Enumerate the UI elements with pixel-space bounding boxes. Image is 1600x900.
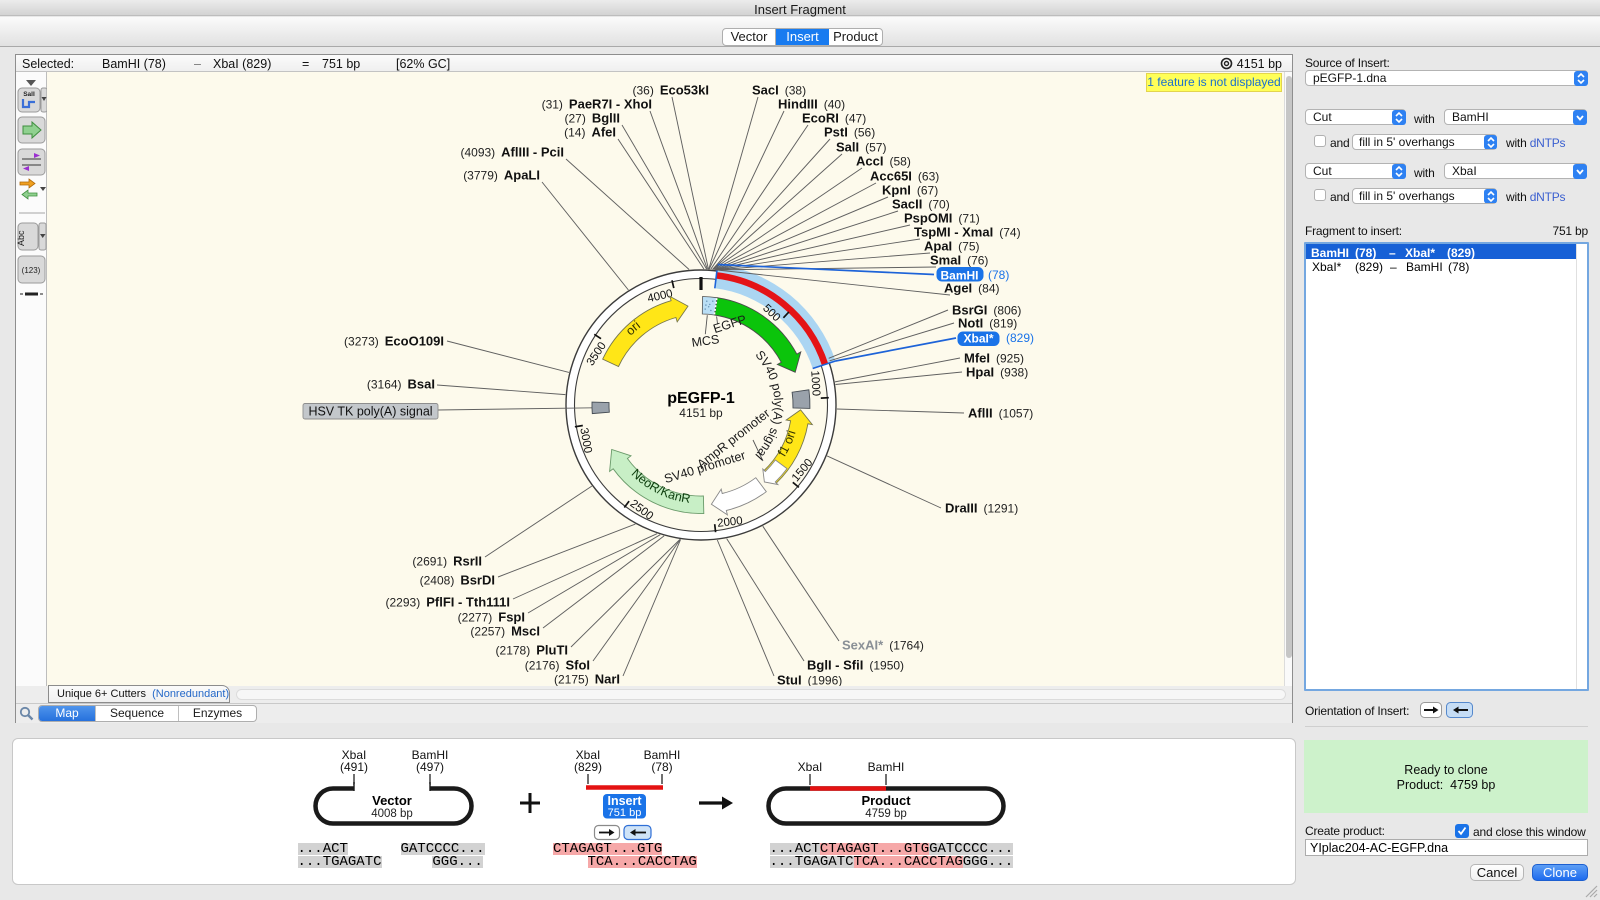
svg-text:SalI: SalI <box>23 91 35 98</box>
svg-text:AgeI(84): AgeI (84) <box>944 281 1000 296</box>
svg-text:Vector: Vector <box>372 793 412 808</box>
svg-text:BamHI: BamHI <box>868 760 905 774</box>
svg-text:BamHI: BamHI <box>940 269 978 283</box>
svg-text:3000: 3000 <box>577 427 593 454</box>
svg-text:MCS: MCS <box>691 332 720 350</box>
svg-text:(2175)NarI: (2175) NarI <box>554 672 620 687</box>
svg-text:(123): (123) <box>22 266 41 275</box>
svg-text:PstI(56): PstI (56) <box>824 125 875 140</box>
svg-text:(3164)BsaI: (3164) BsaI <box>367 377 435 392</box>
svg-text:BsrGI(806): BsrGI (806) <box>952 303 1021 318</box>
svg-text:4759 bp: 4759 bp <box>865 808 907 820</box>
svg-text:SexAI*(1764): SexAI* (1764) <box>842 638 924 653</box>
svg-text:(2277)FspI: (2277) FspI <box>458 610 525 625</box>
svg-text:(2178)PluTI: (2178) PluTI <box>496 643 568 658</box>
svg-text:(36)Eco53kI: (36) Eco53kI <box>633 83 710 98</box>
svg-text:PspOMI(71): PspOMI (71) <box>904 211 980 226</box>
svg-text:AccI(58): AccI (58) <box>856 154 911 169</box>
svg-text:(2257)MscI: (2257) MscI <box>470 624 540 639</box>
svg-text:HpaI(938): HpaI (938) <box>966 365 1028 380</box>
svg-text:XbaI: XbaI <box>342 748 367 762</box>
svg-text:Product: Product <box>861 793 911 808</box>
svg-text:(3273)EcoO109I: (3273) EcoO109I <box>344 334 444 349</box>
svg-text:(497): (497) <box>416 760 444 774</box>
svg-text:(829): (829) <box>1006 331 1034 345</box>
svg-text:(27)BglII: (27) BglII <box>564 111 620 126</box>
svg-text:(2176)SfoI: (2176) SfoI <box>525 658 590 673</box>
svg-text:XbaI: XbaI <box>576 748 601 762</box>
svg-text:EcoRI(47): EcoRI (47) <box>802 111 866 126</box>
svg-text:4000: 4000 <box>646 288 674 305</box>
svg-text:(2293)PflFI - Tth111I: (2293) PflFI - Tth111I <box>386 595 510 610</box>
svg-text:(2408)BsrDI: (2408) BsrDI <box>420 573 495 588</box>
svg-text:(14)AfeI: (14) AfeI <box>564 125 616 140</box>
svg-text:(4093)AflIII - PciI: (4093) AflIII - PciI <box>460 145 564 160</box>
svg-text:(829): (829) <box>574 760 602 774</box>
svg-text:4008 bp: 4008 bp <box>371 808 413 820</box>
svg-text:pEGFP-1: pEGFP-1 <box>667 390 735 407</box>
svg-text:(2691)RsrII: (2691) RsrII <box>412 554 482 569</box>
svg-text:(31)PaeR7I - XhoI: (31) PaeR7I - XhoI <box>542 97 652 112</box>
svg-text:DraIII(1291): DraIII (1291) <box>945 501 1018 516</box>
svg-text:(491): (491) <box>340 760 368 774</box>
svg-text:KpnI(67): KpnI (67) <box>882 183 938 198</box>
svg-text:BamHI: BamHI <box>412 748 449 762</box>
svg-text:Abc: Abc <box>16 230 26 246</box>
svg-text:NotI(819): NotI (819) <box>958 316 1017 331</box>
svg-text:BglI - SfiI(1950): BglI - SfiI (1950) <box>807 658 904 673</box>
svg-text:Insert: Insert <box>607 794 642 808</box>
svg-text:BamHI: BamHI <box>644 748 681 762</box>
svg-text:SacII(70): SacII (70) <box>892 197 950 212</box>
svg-text:HindIII(40): HindIII (40) <box>778 97 845 112</box>
svg-text:SmaI(76): SmaI (76) <box>930 253 988 268</box>
svg-text:MfeI(925): MfeI (925) <box>964 351 1024 366</box>
svg-text:1000: 1000 <box>808 370 821 396</box>
svg-text:SalI(57): SalI (57) <box>836 140 886 155</box>
svg-text:AflII(1057): AflII (1057) <box>968 406 1033 421</box>
svg-text:(78): (78) <box>651 760 672 774</box>
svg-text:2000: 2000 <box>717 515 744 530</box>
svg-text:XbaI*: XbaI* <box>963 332 993 346</box>
svg-text:HSV TK poly(A) signal: HSV TK poly(A) signal <box>308 405 432 419</box>
svg-text:(78): (78) <box>988 268 1009 282</box>
svg-text:751 bp: 751 bp <box>608 807 642 819</box>
svg-text:TspMI - XmaI(74): TspMI - XmaI (74) <box>914 225 1021 240</box>
svg-text:ApaI(75): ApaI (75) <box>924 239 980 254</box>
svg-text:(3779)ApaLI: (3779) ApaLI <box>463 168 540 183</box>
svg-text:StuI(1996): StuI (1996) <box>777 673 842 687</box>
svg-text:XbaI: XbaI <box>798 760 823 774</box>
svg-text:Acc65I(63): Acc65I (63) <box>870 169 939 184</box>
svg-text:SacI(38): SacI (38) <box>752 83 806 98</box>
svg-text:4151 bp: 4151 bp <box>679 406 723 420</box>
